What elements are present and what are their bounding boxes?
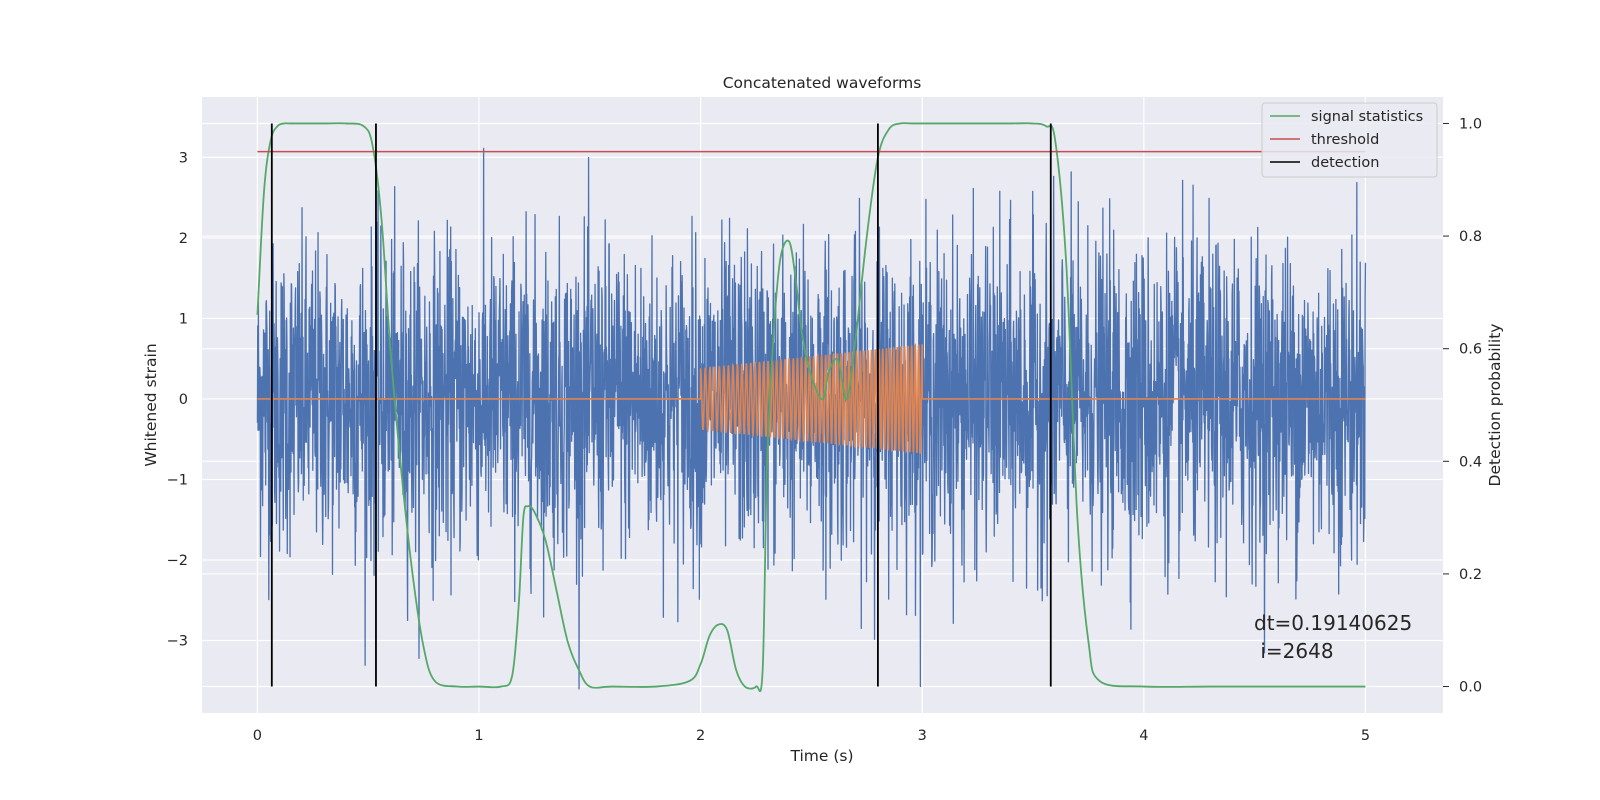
y-tick-label: −2 <box>167 553 188 569</box>
y-tick-label: 2 <box>179 231 188 247</box>
y-tick-label: −3 <box>167 634 188 650</box>
legend-label-signal-statistics: signal statistics <box>1311 109 1423 125</box>
legend-box <box>1261 102 1438 178</box>
y-tick-label: 3 <box>179 150 188 166</box>
y-right-tick-label: 0.6 <box>1459 342 1482 358</box>
y-tick-label: −1 <box>167 472 188 488</box>
x-axis-label: Time (s) <box>789 747 853 765</box>
x-tick-label: 3 <box>918 728 927 744</box>
tick-labels: 0 1 2 3 4 5 −3 −2 −1 0 1 2 3 0.0 0.2 0.4 0.6 0.8 1.0 <box>167 116 1482 744</box>
y-tick-label: 1 <box>179 311 188 327</box>
x-tick-label: 5 <box>1361 728 1370 744</box>
chart-title: Concatenated waveforms <box>723 74 922 92</box>
legend: signal statistics threshold detection <box>1261 102 1438 178</box>
y-tick-label: 0 <box>179 392 188 408</box>
y-right-tick-label: 0.2 <box>1459 567 1482 583</box>
x-tick-label: 0 <box>253 728 262 744</box>
annotation-dt: dt=0.19140625 <box>1254 611 1412 635</box>
x-tick-label: 1 <box>474 728 483 744</box>
signal-statistics-line <box>256 122 1366 693</box>
detection-series <box>270 123 1052 687</box>
y-axis-right-label: Detection probability <box>1486 324 1504 487</box>
y-right-tick-label: 0.4 <box>1459 454 1482 470</box>
y-right-tick-label: 1.0 <box>1459 116 1482 132</box>
chirp-series <box>257 343 1366 454</box>
x-tick-label: 2 <box>696 728 705 744</box>
y-right-tick-label: 0.8 <box>1459 229 1482 245</box>
signal-statistics-series <box>256 122 1366 693</box>
y-axis-label: Whitened strain <box>142 343 160 466</box>
y-right-tick-label: 0.0 <box>1459 680 1482 696</box>
annotation-i: i=2648 <box>1254 639 1334 663</box>
x-tick-label: 4 <box>1139 728 1148 744</box>
legend-label-threshold: threshold <box>1311 132 1379 148</box>
chirp-line <box>257 343 1366 454</box>
legend-label-detection: detection <box>1311 155 1379 171</box>
